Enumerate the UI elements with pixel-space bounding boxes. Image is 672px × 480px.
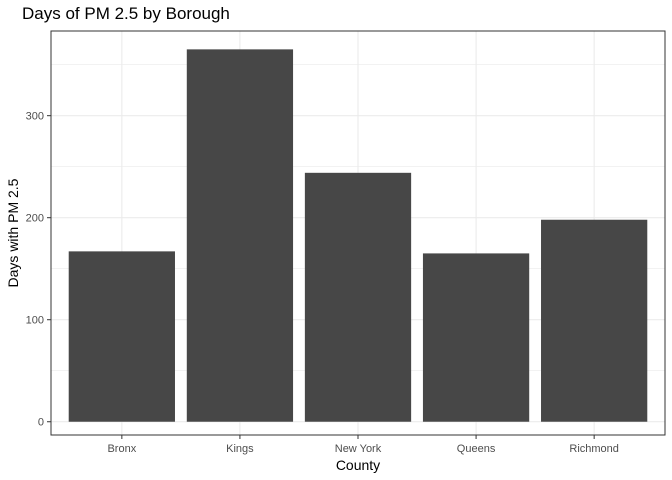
x-axis-title: County: [336, 457, 380, 473]
x-tick-label: New York: [335, 443, 382, 455]
x-tick-label: Kings: [226, 443, 254, 455]
x-axis: Bronx Kings New York Queens Richmond: [107, 435, 619, 455]
bars: [68, 49, 648, 422]
bar-bronx: [68, 251, 175, 422]
x-tick-label: Bronx: [107, 443, 136, 455]
bar-queens: [422, 253, 530, 422]
y-axis-title: Days with PM 2.5: [5, 178, 21, 287]
x-tick-label: Queens: [457, 443, 496, 455]
x-tick-label: Richmond: [569, 443, 619, 455]
bar-new-york: [304, 172, 412, 422]
bar-kings: [186, 49, 294, 422]
y-tick-label: 100: [26, 315, 44, 327]
y-axis: 0 100 200 300: [26, 111, 51, 429]
y-tick-label: 0: [38, 417, 44, 429]
bar-richmond: [541, 219, 648, 422]
y-tick-label: 300: [26, 111, 44, 123]
chart-title: Days of PM 2.5 by Borough: [22, 4, 230, 23]
y-tick-label: 200: [26, 213, 44, 225]
